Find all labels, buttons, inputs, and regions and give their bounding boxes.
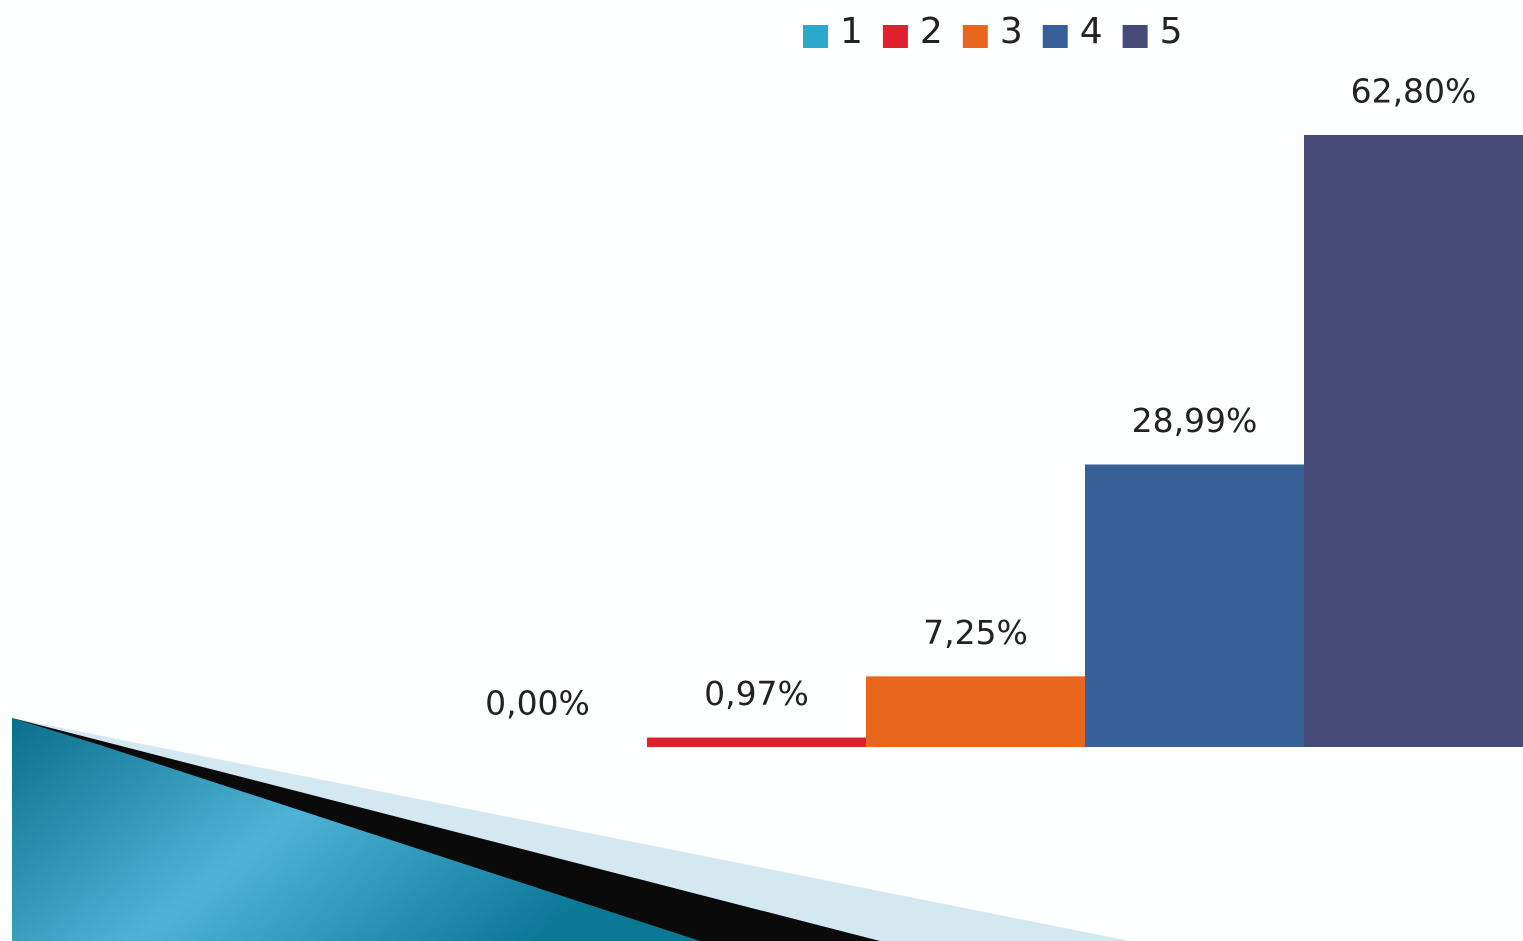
legend-swatch (1123, 25, 1148, 48)
bar (647, 738, 867, 747)
bar (1085, 464, 1305, 747)
legend-label: 5 (1160, 11, 1183, 52)
data-label: 7,25% (923, 613, 1028, 652)
legend-label: 2 (920, 11, 943, 52)
legend-swatch (883, 25, 908, 48)
data-label: 0,97% (704, 674, 809, 713)
page: 0,00%0,97%7,25%28,99%62,80% 12345 (() =>… (0, 0, 1523, 941)
legend-swatch (1043, 25, 1068, 48)
slide: 0,00% 0,97% 7,25% 28,99% 62,80% 1 2 3 4 5 (0, 0, 1523, 941)
bar (1304, 135, 1523, 747)
legend-label: 3 (1000, 11, 1023, 52)
data-label: 62,80% (1351, 72, 1477, 111)
data-label: 0,00% (485, 684, 590, 723)
legend-label: 1 (840, 11, 863, 52)
legend-swatch (963, 25, 988, 48)
data-label: 28,99% (1132, 401, 1258, 440)
legend-label: 4 (1080, 11, 1103, 52)
legend-swatch (803, 25, 828, 48)
bar (866, 676, 1086, 747)
